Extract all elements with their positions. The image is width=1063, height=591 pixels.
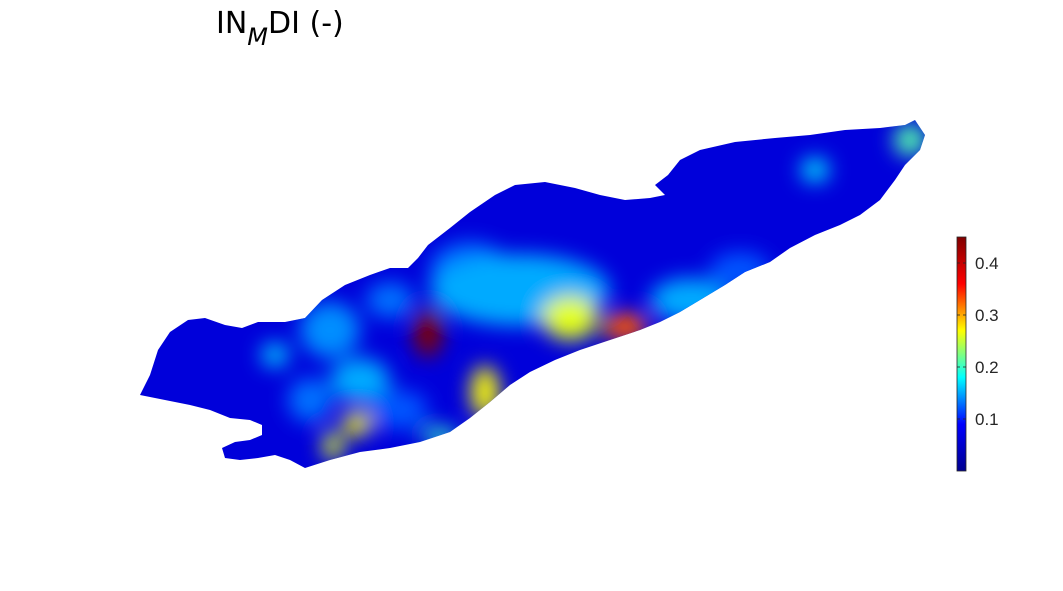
texture-patch xyxy=(710,252,770,288)
colorbar: 0.1 0.2 0.3 0.4 xyxy=(956,236,999,472)
hotspot-central-yellow xyxy=(542,296,598,340)
hotspot-central-max xyxy=(414,309,442,357)
title-subscript: M xyxy=(247,23,268,51)
title-base: IN xyxy=(216,6,247,41)
texture-patch xyxy=(330,358,390,402)
hotspot-west-basin-cyan xyxy=(261,343,289,367)
hotspot-south-central-yellow xyxy=(471,366,499,418)
hotspot-east-central-orange xyxy=(603,313,647,341)
texture-patch xyxy=(650,278,730,322)
title-rest: DI (-) xyxy=(268,6,344,41)
colorbar-tick-label: 0.3 xyxy=(975,306,999,325)
hotspot-south-west-yellow-2 xyxy=(323,432,343,460)
colorbar-tick-label: 0.4 xyxy=(975,254,999,273)
texture-patch xyxy=(288,378,332,422)
hotspot-east-tip-green xyxy=(894,124,925,156)
hotspot-south-west-yellow-1 xyxy=(343,412,371,436)
colorbar-tick-label: 0.1 xyxy=(975,410,999,429)
hotspot-east-basin-cyan xyxy=(801,158,829,182)
chart-title: INMDI (-) xyxy=(216,6,344,51)
texture-patch xyxy=(300,302,360,358)
colorbar-tick-label: 0.2 xyxy=(975,358,999,377)
colorbar-gradient xyxy=(956,236,967,472)
texture-patch xyxy=(372,390,428,430)
hotspot-south-shore-green xyxy=(422,428,458,444)
colorbar-ticks: 0.1 0.2 0.3 0.4 xyxy=(957,254,999,429)
texture-patch xyxy=(366,282,414,318)
heatmap-field xyxy=(140,120,925,468)
